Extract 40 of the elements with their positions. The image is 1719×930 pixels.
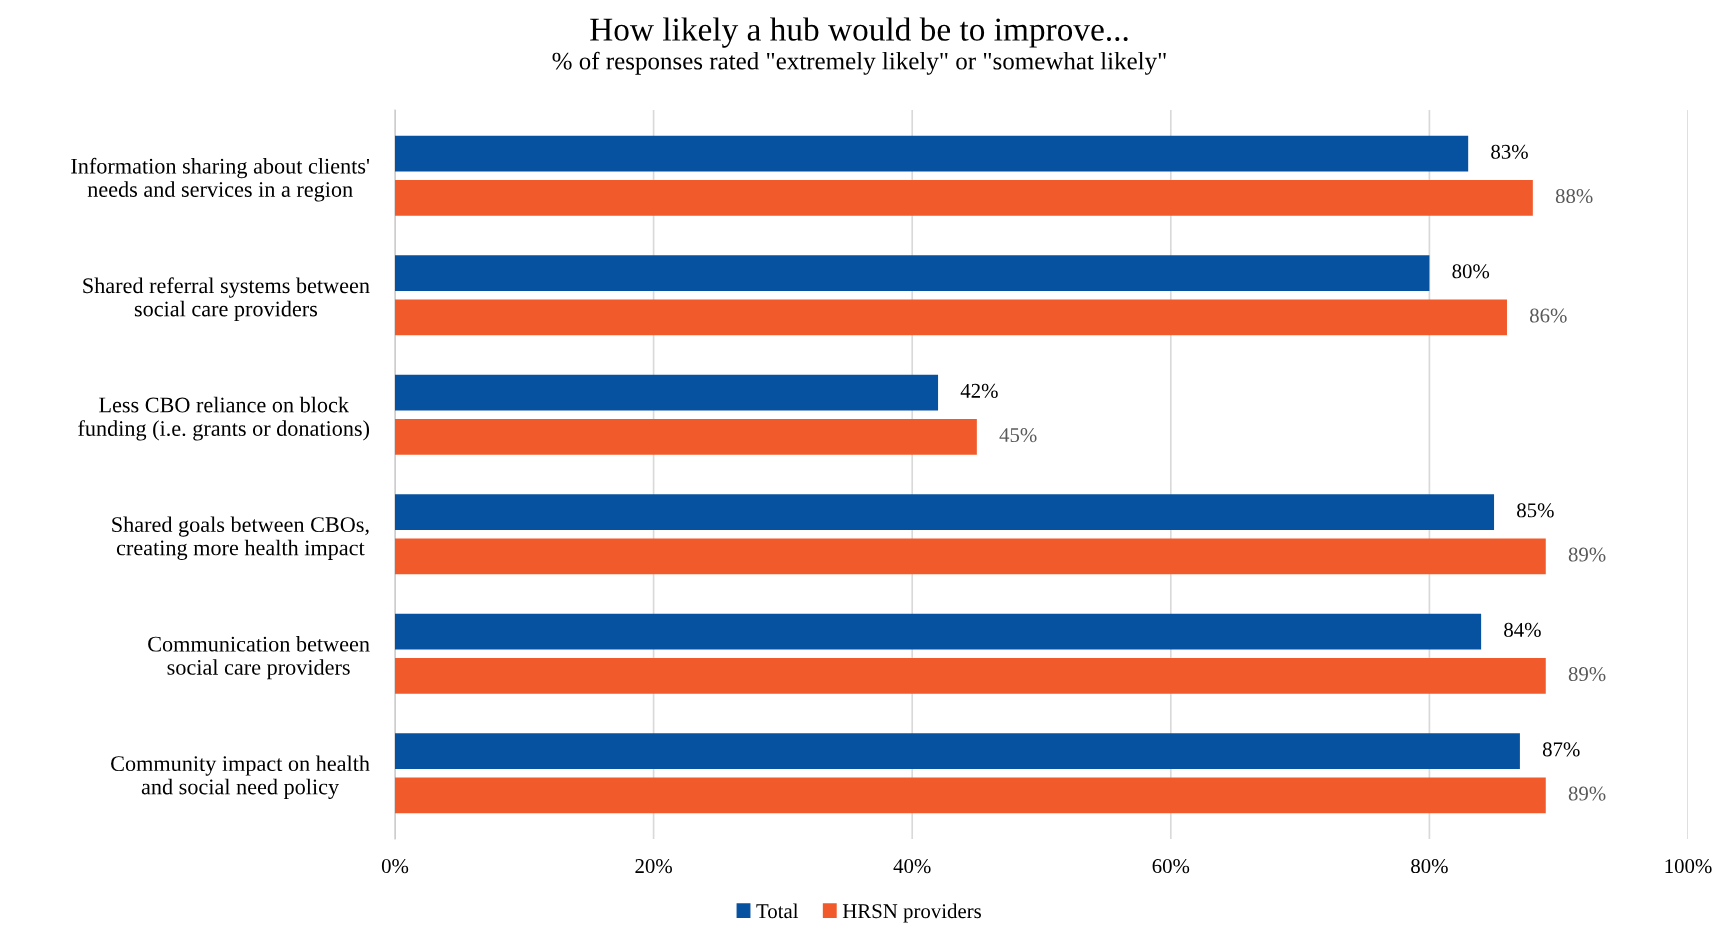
data-label: 83% [1491,144,1528,159]
y-tick-label: Communication between social care providers [148,635,370,680]
data-label: 89% [1568,667,1606,682]
x-tick-label: 80% [1411,859,1448,874]
data-label: 89% [1568,547,1606,562]
data-label: 42% [960,383,998,398]
chart-subtitle: % of responses rated "extremely likely" or "somewhat likely" [552,51,1166,75]
x-tick-label: 0% [381,859,409,874]
bar [395,418,977,455]
bar [395,777,1546,814]
bar [395,657,1546,694]
data-label: 89% [1568,786,1606,801]
data-label: 80% [1452,264,1490,279]
bar [395,179,1533,216]
x-tick-label: 40% [893,859,931,874]
data-label: 85% [1517,503,1554,518]
x-tick-label: 60% [1152,859,1190,874]
legend-label: HRSN providers [842,903,981,923]
bar [395,733,1520,770]
y-tick-label: Shared goals between CBOs, creating more health impact [112,516,369,560]
y-tick-label: Shared referral systems between social care providers [83,277,370,321]
data-label: 87% [1542,742,1580,757]
x-tick-label: 100% [1665,859,1712,874]
data-label: 45% [999,428,1037,443]
y-tick-label: Less CBO reliance on block funding (i.e. grants or donations) [78,396,370,441]
y-tick-label: Information sharing about clients' needs and services in a region [71,157,370,202]
chart-title: How likely a hub would be to improve... [590,17,1128,48]
bar [395,135,1469,172]
bar [395,538,1546,575]
bar [395,494,1495,531]
x-tick-label: 20% [635,859,672,874]
y-tick-label: Community impact on health and social need policy [111,755,370,799]
legend-label: Total [756,903,799,919]
data-label: 84% [1504,622,1541,637]
data-label: 86% [1530,308,1567,323]
bar [395,255,1430,292]
bar [395,613,1482,650]
bar [395,299,1507,336]
bar [395,374,939,411]
data-label: 88% [1555,188,1593,204]
